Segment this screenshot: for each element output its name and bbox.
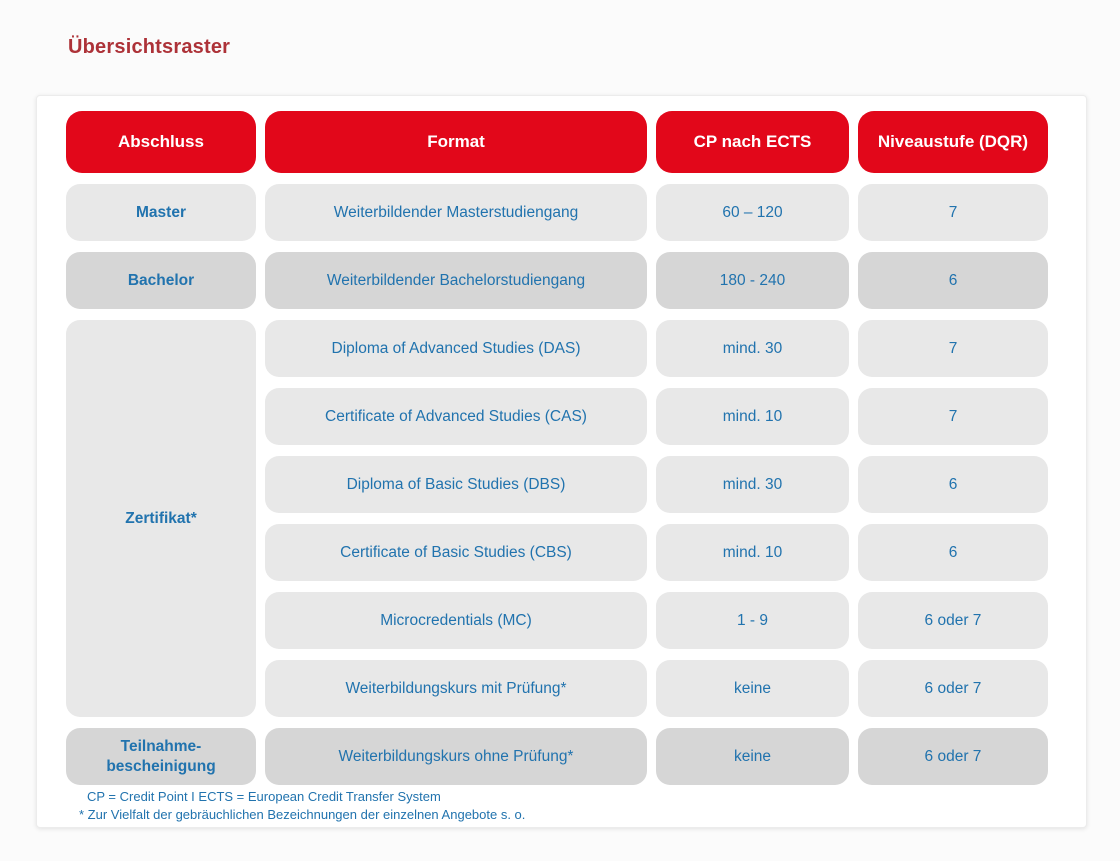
overview-table: Abschluss Format CP nach ECTS Niveaustuf… — [66, 111, 1048, 785]
dqr-cell: 6 oder 7 — [858, 728, 1048, 785]
dqr-cell: 6 oder 7 — [858, 592, 1048, 649]
footnote-asterisk: * Zur Vielfalt der gebräuchlichen Bezeic… — [79, 807, 526, 822]
dqr-cell: 6 — [858, 524, 1048, 581]
format-cell: Weiterbildender Bachelorstudiengang — [265, 252, 647, 309]
cp-cell: keine — [656, 728, 849, 785]
header-cp-ects: CP nach ECTS — [656, 111, 849, 173]
dqr-cell: 6 — [858, 456, 1048, 513]
abschluss-cell-teilnahmebescheinigung: Teilnahme- bescheinigung — [66, 728, 256, 785]
dqr-cell: 6 — [858, 252, 1048, 309]
format-cell: Weiterbildungskurs mit Prüfung* — [265, 660, 647, 717]
cp-cell: 180 - 240 — [656, 252, 849, 309]
dqr-cell: 6 oder 7 — [858, 660, 1048, 717]
cp-cell: mind. 30 — [656, 320, 849, 377]
cp-cell: mind. 10 — [656, 524, 849, 581]
dqr-cell: 7 — [858, 388, 1048, 445]
abschluss-cell-zertifikat: Zertifikat* — [66, 320, 256, 717]
cp-cell: mind. 30 — [656, 456, 849, 513]
abschluss-cell-master: Master — [66, 184, 256, 241]
format-cell: Certificate of Basic Studies (CBS) — [265, 524, 647, 581]
format-cell: Weiterbildungskurs ohne Prüfung* — [265, 728, 647, 785]
table-panel: Abschluss Format CP nach ECTS Niveaustuf… — [36, 95, 1087, 828]
format-cell: Microcredentials (MC) — [265, 592, 647, 649]
dqr-cell: 7 — [858, 184, 1048, 241]
page-title: Übersichtsraster — [68, 36, 231, 58]
cp-cell: mind. 10 — [656, 388, 849, 445]
footnote-abbreviations: CP = Credit Point I ECTS = European Cred… — [87, 789, 441, 804]
header-niveaustufe: Niveaustufe (DQR) — [858, 111, 1048, 173]
footnotes: CP = Credit Point I ECTS = European Cred… — [79, 788, 525, 824]
format-cell: Weiterbildender Masterstudiengang — [265, 184, 647, 241]
header-format: Format — [265, 111, 647, 173]
dqr-cell: 7 — [858, 320, 1048, 377]
cp-cell: 60 – 120 — [656, 184, 849, 241]
format-cell: Certificate of Advanced Studies (CAS) — [265, 388, 647, 445]
cp-cell: keine — [656, 660, 849, 717]
format-cell: Diploma of Advanced Studies (DAS) — [265, 320, 647, 377]
header-abschluss: Abschluss — [66, 111, 256, 173]
abschluss-cell-bachelor: Bachelor — [66, 252, 256, 309]
cp-cell: 1 - 9 — [656, 592, 849, 649]
format-cell: Diploma of Basic Studies (DBS) — [265, 456, 647, 513]
